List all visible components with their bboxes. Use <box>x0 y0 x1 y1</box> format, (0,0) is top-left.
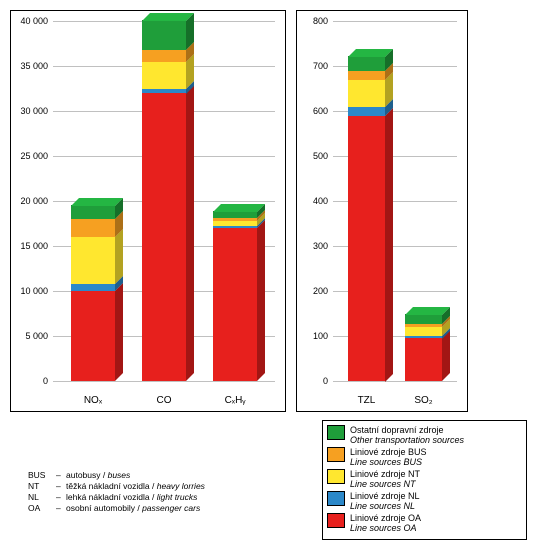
abbreviations: BUS–autobusy / busesNT–těžká nákladní vo… <box>28 470 205 514</box>
bar-segment <box>71 236 115 284</box>
x-tick-label: CO <box>157 395 172 406</box>
bar-segment-side <box>442 330 450 381</box>
legend-label: Ostatní dopravní zdrojeOther transportat… <box>350 425 464 445</box>
bar-segment-side <box>115 229 123 284</box>
abbrev-key: OA <box>28 503 56 514</box>
abbrev-row: BUS–autobusy / buses <box>28 470 205 481</box>
bar-segment <box>348 106 385 116</box>
bar-segment <box>405 326 442 336</box>
bar-segment <box>142 49 186 62</box>
bar-top-3d <box>142 13 194 21</box>
y-tick-label: 100 <box>313 331 328 341</box>
x-tick-label: SO₂ <box>414 395 432 406</box>
bar-segment <box>71 218 115 237</box>
bar-segment-side <box>115 283 123 381</box>
y-tick-label: 400 <box>313 196 328 206</box>
bar-segment-side <box>385 108 393 382</box>
bar-segment <box>71 290 115 381</box>
abbrev-dash: – <box>56 470 66 481</box>
bar-group <box>348 21 385 381</box>
y-tick-label: 0 <box>323 376 328 386</box>
y-tick-label: 300 <box>313 241 328 251</box>
abbrev-text: autobusy / buses <box>66 470 130 481</box>
abbrev-key: NL <box>28 492 56 503</box>
abbrev-key: BUS <box>28 470 56 481</box>
legend-swatch <box>327 491 345 506</box>
y-tick-label: 10 000 <box>20 286 48 296</box>
abbrev-row: NT–těžká nákladní vozidla / heavy lorrie… <box>28 481 205 492</box>
legend-item: Liniové zdroje BUSLine sources BUS <box>327 447 522 467</box>
gridline <box>53 381 275 382</box>
gridline <box>333 381 457 382</box>
x-tick-label: NOₓ <box>84 395 102 406</box>
bar-top-3d <box>348 49 393 57</box>
bar-segment-side <box>257 220 265 381</box>
legend: Ostatní dopravní zdrojeOther transportat… <box>322 420 527 540</box>
legend-label: Liniové zdroje BUSLine sources BUS <box>350 447 427 467</box>
bar-top-3d <box>405 307 450 315</box>
bar-segment <box>71 283 115 291</box>
legend-swatch <box>327 513 345 528</box>
legend-label: Liniové zdroje OALine sources OA <box>350 513 421 533</box>
chart-right: 0 100 200 300 400 500 600 700 800 TZL SO₂ <box>296 10 468 412</box>
bar-group <box>405 21 442 381</box>
legend-item: Liniové zdroje NTLine sources NT <box>327 469 522 489</box>
page: 0 5 000 10 000 15 000 20 000 25 000 30 000 35 0… <box>0 0 537 529</box>
bar-segment <box>348 115 385 382</box>
abbrev-row: OA–osobní automobily / passenger cars <box>28 503 205 514</box>
bar-group <box>213 21 257 381</box>
legend-swatch <box>327 469 345 484</box>
abbrev-text: těžká nákladní vozidla / heavy lorries <box>66 481 205 492</box>
legend-label: Liniové zdroje NTLine sources NT <box>350 469 420 489</box>
legend-swatch <box>327 447 345 462</box>
legend-swatch <box>327 425 345 440</box>
y-tick-label: 0 <box>43 376 48 386</box>
abbrev-row: NL–lehká nákladní vozidla / light trucks <box>28 492 205 503</box>
bar-top-3d <box>213 204 265 212</box>
abbrev-dash: – <box>56 503 66 514</box>
bar-segment <box>142 61 186 89</box>
y-tick-label: 15 000 <box>20 241 48 251</box>
legend-item: Ostatní dopravní zdrojeOther transportat… <box>327 425 522 445</box>
bar-segment <box>405 337 442 381</box>
bar-top-3d <box>71 198 123 206</box>
y-tick-label: 20 000 <box>20 196 48 206</box>
y-tick-label: 800 <box>313 16 328 26</box>
chart-left: 0 5 000 10 000 15 000 20 000 25 000 30 000 35 0… <box>10 10 286 412</box>
abbrev-dash: – <box>56 492 66 503</box>
y-tick-label: 200 <box>313 286 328 296</box>
charts-row: 0 5 000 10 000 15 000 20 000 25 000 30 000 35 0… <box>0 0 537 412</box>
y-tick-label: 600 <box>313 106 328 116</box>
abbrev-text: osobní automobily / passenger cars <box>66 503 200 514</box>
x-tick-label: TZL <box>358 395 376 406</box>
x-tick-label: CₓHᵧ <box>225 395 246 406</box>
bar-segment <box>348 70 385 80</box>
bar-segment <box>348 56 385 71</box>
bar-segment <box>142 20 186 50</box>
bar-segment <box>71 205 115 219</box>
abbrev-key: NT <box>28 481 56 492</box>
y-tick-label: 30 000 <box>20 106 48 116</box>
y-tick-label: 5 000 <box>25 331 48 341</box>
bar-segment <box>405 314 442 324</box>
bar-group <box>71 21 115 381</box>
bar-segment <box>348 79 385 107</box>
y-tick-label: 35 000 <box>20 61 48 71</box>
legend-item: Liniové zdroje NLLine sources NL <box>327 491 522 511</box>
legend-label: Liniové zdroje NLLine sources NL <box>350 491 420 511</box>
y-tick-label: 25 000 <box>20 151 48 161</box>
plot-right: 0100200300400500600700800TZLSO₂ <box>333 21 457 381</box>
bar-segment <box>213 227 257 381</box>
bar-segment-side <box>186 85 194 381</box>
legend-item: Liniové zdroje OALine sources OA <box>327 513 522 533</box>
y-tick-label: 500 <box>313 151 328 161</box>
bar-segment <box>142 92 186 381</box>
abbrev-dash: – <box>56 481 66 492</box>
y-tick-label: 40 000 <box>20 16 48 26</box>
abbrev-text: lehká nákladní vozidla / light trucks <box>66 492 197 503</box>
bar-group <box>142 21 186 381</box>
plot-left: 05 00010 00015 00020 00025 00030 00035 0… <box>53 21 275 381</box>
y-tick-label: 700 <box>313 61 328 71</box>
